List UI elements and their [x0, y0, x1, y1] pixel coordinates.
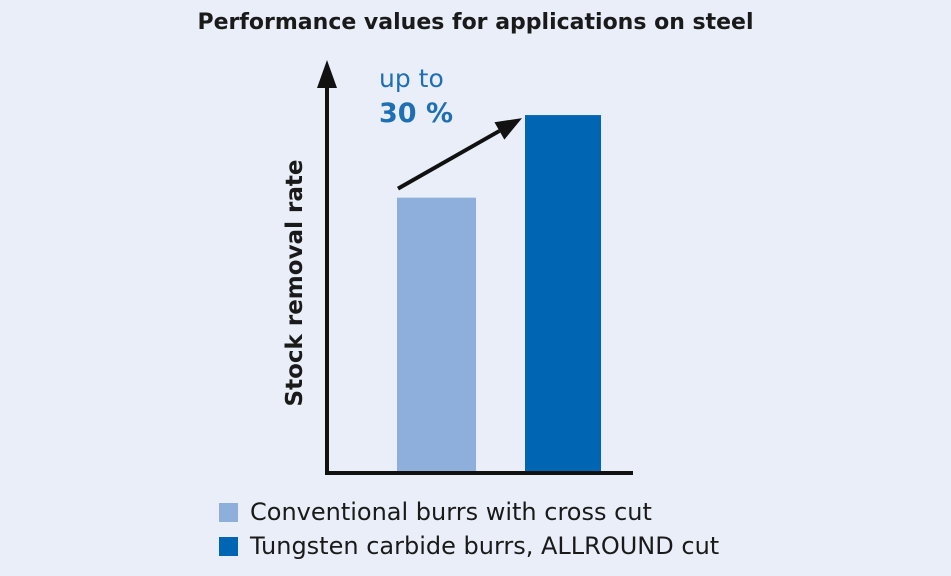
legend-label: Conventional burrs with cross cut — [250, 498, 652, 526]
y-axis-arrow-icon — [317, 60, 337, 88]
legend-item-conventional: Conventional burrs with cross cut — [219, 498, 652, 526]
legend-swatch — [219, 536, 238, 556]
bar-1 — [525, 115, 601, 474]
legend-swatch — [219, 502, 238, 522]
trend-arrow-icon — [494, 118, 522, 140]
legend-item-tungsten: Tungsten carbide burrs, ALLROUND cut — [219, 532, 719, 560]
chart-title: Performance values for applications on s… — [197, 10, 754, 35]
annotation-percent: 30 % — [379, 98, 454, 129]
trend-arrow-line — [397, 129, 501, 191]
legend-label: Tungsten carbide burrs, ALLROUND cut — [250, 532, 720, 560]
annotation-up-to: up to — [379, 64, 444, 93]
bar-0 — [397, 197, 476, 473]
